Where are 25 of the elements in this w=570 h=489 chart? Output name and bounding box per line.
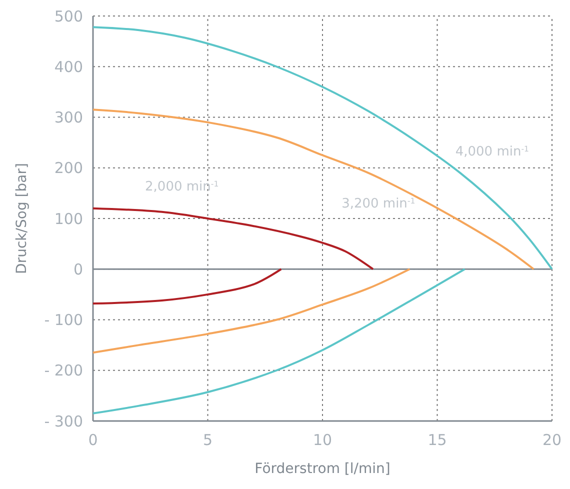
line-series <box>92 268 282 305</box>
series-label: 3,200 min$^{-1}$ <box>342 196 416 212</box>
x-axis-title: Förderstrom [l/min] <box>254 461 390 477</box>
series-label: 2,000 min$^{-1}$ <box>145 178 219 194</box>
y-tick-label: 100 <box>54 210 83 228</box>
y-axis-title: Druck/Sog [bar] <box>14 163 30 274</box>
x-tick-label: 5 <box>202 431 213 449</box>
y-tick-label: 500 <box>54 7 83 26</box>
y-tick-label: 200 <box>54 159 83 178</box>
series-label: 4,000 min$^{-1}$ <box>455 144 530 160</box>
line-series <box>92 268 411 354</box>
y-tick-label: 0 <box>73 260 83 278</box>
line-series <box>92 108 535 270</box>
line-series <box>92 268 466 414</box>
x-tick-label: 0 <box>88 431 98 449</box>
y-tick-label: 300 <box>54 108 83 126</box>
x-tick-label: 15 <box>428 431 447 449</box>
line-series <box>92 26 553 270</box>
y-tick-label: 400 <box>54 58 83 76</box>
y-tick-label: - 200 <box>44 362 83 380</box>
x-tick-label: 20 <box>542 431 562 449</box>
line-series <box>92 207 374 270</box>
y-tick-label: - 100 <box>44 311 83 329</box>
x-tick-label: 10 <box>312 431 332 449</box>
y-tick-label: - 300 <box>44 412 83 430</box>
